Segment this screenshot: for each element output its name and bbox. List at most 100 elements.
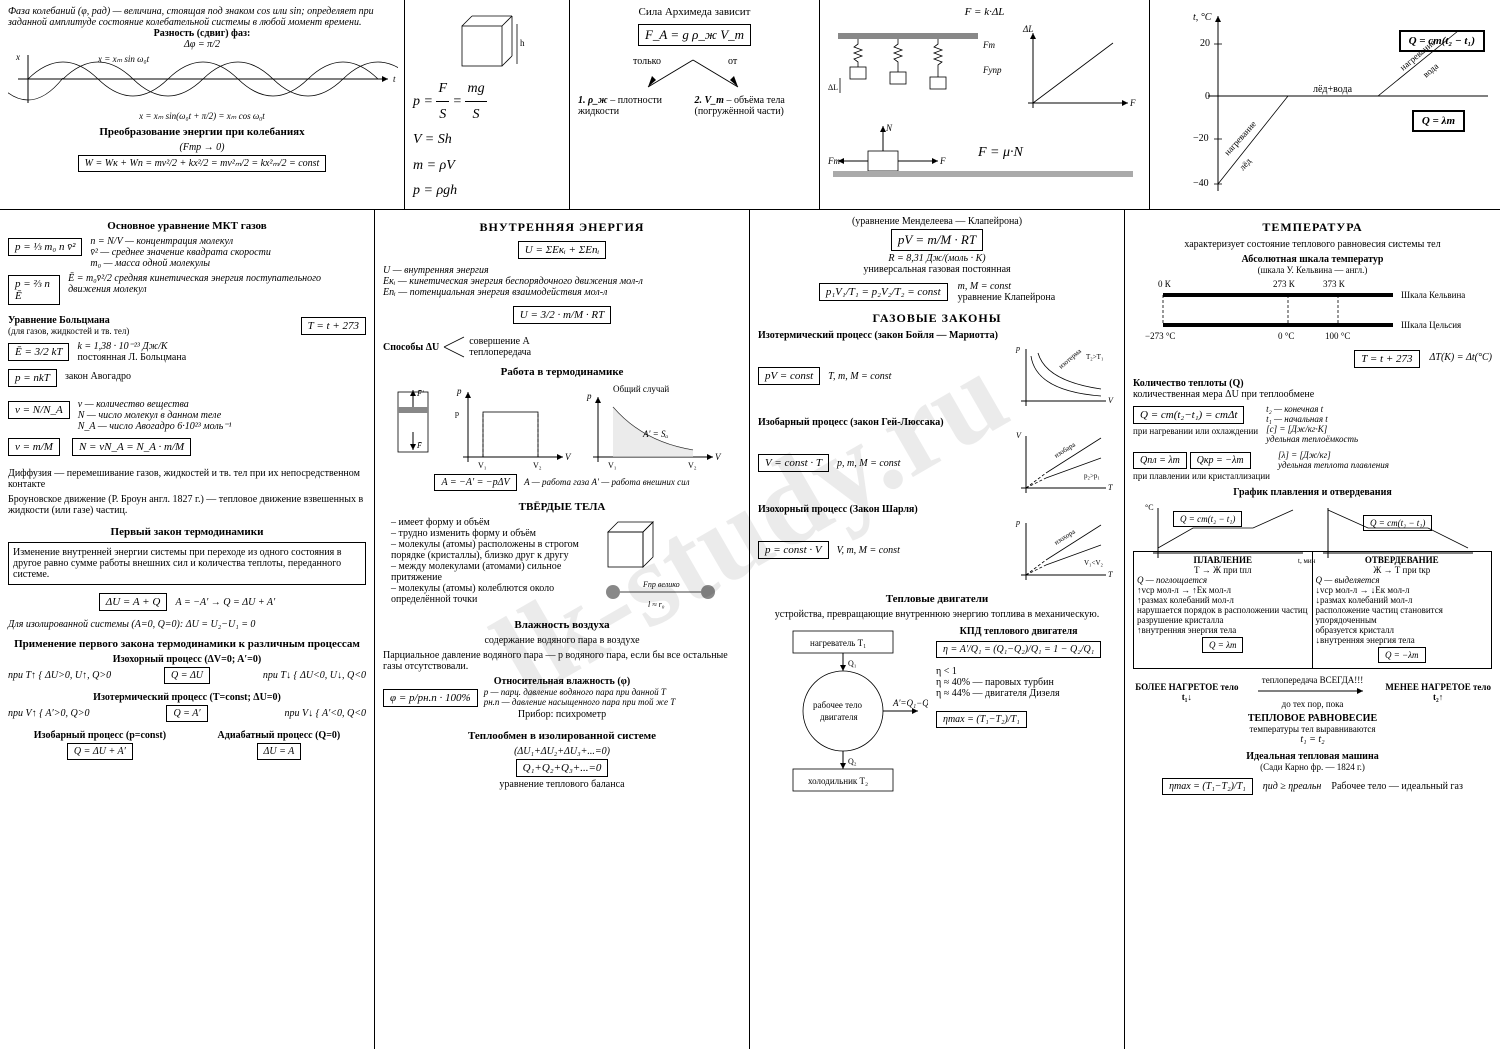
svg-text:изобара: изобара [1053,440,1078,460]
svg-text:F̄': F̄' [416,389,424,398]
pv-curve-diagram: Общий случай pV A' = Sₐ V₁V₂ [573,382,723,472]
svg-text:только: только [633,56,661,67]
bs4: образуется кристалл [1316,625,1489,635]
bm3: нарушается порядок в расположении частиц [1137,605,1309,615]
cold-body: МЕНЕЕ НАГРЕТОЕ тело t₂↑ [1384,682,1492,702]
iso-eq2: Q₁+Q₂+Q₃+...=0 [516,759,609,777]
svg-text:F: F [1129,98,1136,108]
c-unit: [c] = [Дж/кг·К] [1266,424,1358,434]
eta-lt: η < 1 [936,666,1101,677]
m0-def: m₀ — масса одной молекулы [90,258,270,269]
u-eq: U = 3/2 · m/M · RT [513,306,611,324]
svg-text:F̄: F̄ [416,441,422,450]
ways-label: Способы ΔU [383,342,439,353]
boyle-cond: T, m, M = const [820,371,891,382]
way1: совершение A [469,336,531,347]
phi-eq: φ = p/pн.п · 100% [383,689,478,707]
qm2: Qкр = −λm [1190,452,1251,469]
panel-pressure: h p = FS = mgS V = Sh m = ρV p = ρgh [405,0,570,209]
gay-t: Изобарный процесс (закон Гей-Люссака) [758,417,1116,428]
charles-t: Изохорный процесс (Закон Шарля) [758,504,1116,515]
diffusion: Диффузия — перемешивание газов, жидкосте… [8,468,366,490]
engine-diagram: нагреватель T₁ рабочее телодвигателя хол… [758,626,928,796]
iso-name: уравнение теплового баланса [383,779,741,790]
iso-sys: Для изолированной системы (A=0, Q=0): ΔU… [8,619,366,630]
svg-text:T: T [1108,570,1113,579]
q-lambda: Q = λm [1412,110,1465,132]
svg-text:Fт: Fт [982,40,995,50]
law1-title: Первый закон термодинамики [8,526,366,538]
brownian: Броуновское движение (Р. Броун англ. 182… [8,494,366,516]
adiab-t: Адиабатный процесс (Q=0) [218,730,341,741]
mkt-eq2: p = ⅔ n Ē [8,275,60,305]
dt-eq: ΔT(К) = Δt(°С) [1430,348,1492,370]
svg-text:V₂: V₂ [533,461,542,470]
engine-sub: устройства, превращающие внутреннюю энер… [758,609,1116,620]
transfer: теплопередача ВСЕГДА!!! [1241,675,1385,685]
mg-q1b: Q = cm(t₂ − t₁) [1363,515,1432,531]
carnot-title: Идеальная тепловая машина [1133,751,1492,762]
boltz-sub: (для газов, жидкостей и тв. тел) [8,326,129,336]
svg-text:x = xₘ sin ω₀t: x = xₘ sin ω₀t [97,54,150,64]
svg-text:p: p [1015,518,1020,527]
panel-phase: Фаза колебаний (φ, рад) — величина, стоя… [0,0,405,209]
device: Прибор: психрометр [383,709,741,720]
ek-def: Eкᵢ — кинетическая энергия беспорядочног… [383,276,741,287]
law1-text: Изменение внутренней энергии системы при… [8,542,366,585]
gay-eq: V = const · T [758,454,829,472]
lam-name: удельная теплота плавления [1278,460,1389,470]
apply-title: Применение первого закона термодинамики … [8,638,366,650]
svg-text:0 °С: 0 °С [1278,331,1294,341]
ep-def: Eпᵢ — потенциальная энергия взаимодейств… [383,287,741,298]
q-cm: Q = cm(t₂ − t₁) [1399,30,1485,52]
boltz-title: Уравнение Больцмана [8,315,129,326]
isoterm-up: при V↑ { A′>0, Q>0 [8,708,89,719]
svg-text:Общий случай: Общий случай [613,384,669,394]
svg-text:Fпр велико: Fпр велико [642,580,680,589]
temp-title: ТЕМПЕРАТУРА [1133,220,1492,235]
isoch-dn: при T↓ { ΔU<0, U↓, Q<0 [263,670,366,681]
p-def: p — парц. давление водяного пара при дан… [484,687,676,697]
temp-sub: характеризует состояние теплового равнов… [1133,239,1492,250]
svg-text:ΔL: ΔL [1022,24,1033,34]
svg-text:Шкала Цельсия: Шкала Цельсия [1401,320,1461,330]
arch-title: Сила Архимеда зависит [578,6,811,18]
panel-hooke: F = k·ΔL Fт Fупр ΔL F ΔL N F Fт F = μ·N [820,0,1150,209]
R-name: универсальная газовая постоянная [758,264,1116,275]
svg-text:лёд: лёд [1237,156,1253,173]
panel-heat-graph: t, °C 20 0 −20 −40 нагревание лёд лёд+во… [1150,0,1500,209]
hooke-f: F = k·ΔL [828,6,1141,18]
column-gas: (уравнение Менделеева — Клапейрона) pV =… [750,210,1125,1049]
clap-name: уравнение Клапейрона [958,292,1056,303]
solid-title: ТВЁРДЫЕ ТЕЛА [383,501,741,513]
svg-text:−20: −20 [1193,133,1209,144]
svg-text:V₁: V₁ [608,461,617,470]
iso-eq1: (ΔU₁+ΔU₂+ΔU₃+...=0) [383,746,741,757]
bm5: ↑внутренняя энергия тела [1137,625,1309,635]
eta-max: ηmax = (T₁−T₂)/T₁ [936,711,1027,728]
phase-shift-title: Разность (сдвиг) фаз: [8,28,396,39]
t1: t₁ — начальная t [1266,414,1358,424]
svg-text:°C: °C [1145,503,1154,512]
svg-text:T: T [1108,483,1113,492]
a-eq: A = −A′ = −pΔV [434,474,516,491]
e-def: Ē = m₀v̄²/2 средняя кинетическая энергия… [60,273,366,307]
isoterm-box: Q = A′ [166,705,207,722]
friction-diagram: N F Fт F = μ·N [828,121,1138,191]
rel-title: Относительная влажность (φ) [383,676,741,687]
svg-text:t: t [393,74,396,84]
q-cond: при нагревании или охлаждении [1133,426,1258,436]
spring-diagram: Fт Fупр ΔL F ΔL [828,18,1138,118]
pressure-f1: p = FS = mgS [413,76,561,127]
cuboid-diagram: h [447,6,527,76]
solid-melt: Т → Ж при tпл [1137,565,1309,575]
svg-text:двигателя: двигателя [820,712,858,722]
isobar-box: Q = ΔU + A′ [67,743,133,760]
boyle-t: Изотермический процесс (закон Бойля — Ма… [758,330,1116,341]
k-val: k = 1,38 · 10⁻²³ Дж/К [77,341,186,352]
energy-eq: W = Wк + Wп = mv²/2 + kx²/2 = mv²ₘ/2 = k… [78,155,327,172]
svg-text:ΔL: ΔL [828,83,838,92]
q-title: Количество теплоты (Q) [1133,378,1492,389]
abs-sub: (шкала У. Кельвина — англ.) [1133,265,1492,275]
pressure-f2: V = Sh [413,127,561,152]
